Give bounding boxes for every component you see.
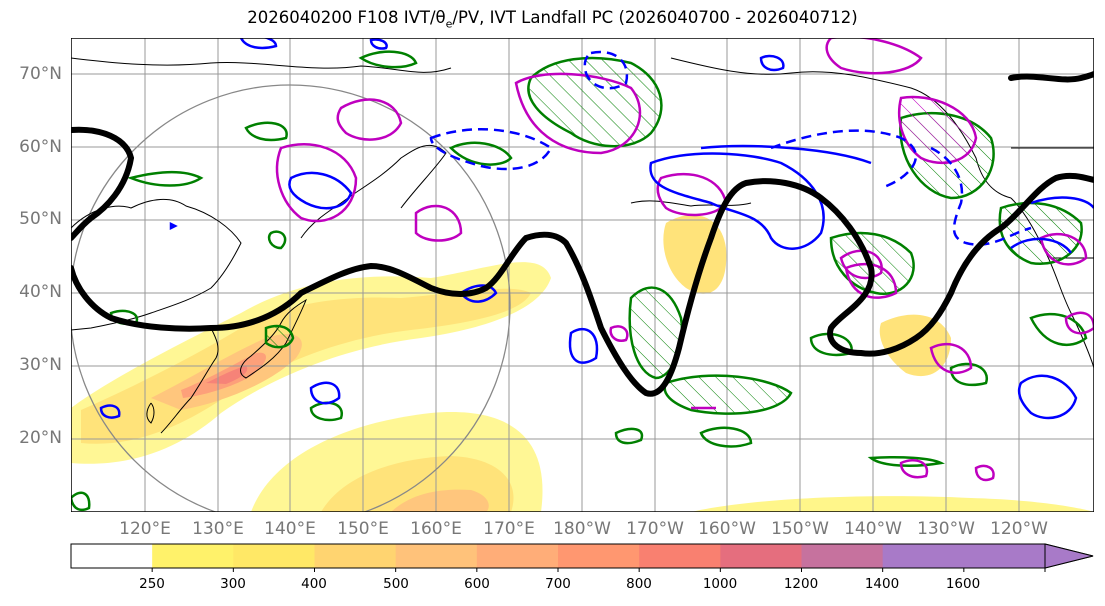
colorbar: [70, 543, 1094, 572]
lon-label-170w: 170°W: [626, 519, 684, 539]
lat-label-70: 70°N: [19, 64, 62, 84]
lon-label-120w: 120°W: [990, 519, 1048, 539]
lat-label-30: 30°N: [19, 355, 62, 375]
graticule: [71, 38, 1094, 512]
lat-label-40: 40°N: [19, 282, 62, 302]
lon-label-160e: 160°E: [410, 519, 462, 539]
map-panel: [71, 38, 1094, 512]
pv-thick-contour: [71, 71, 1094, 397]
colorbar-label-400: 400: [301, 576, 327, 592]
colorbar-cell: [71, 544, 153, 568]
green-hatched-contours: [264, 56, 1083, 415]
colorbar-label-250: 250: [139, 576, 165, 592]
lon-label-170e: 170°E: [483, 519, 535, 539]
colorbar-cell: [801, 544, 884, 568]
colorbar-cell: [882, 544, 965, 568]
colorbar-label-800: 800: [626, 576, 652, 592]
colorbar-label-600: 600: [464, 576, 490, 592]
colorbar-label-1000: 1000: [702, 576, 738, 592]
colorbar-cell: [639, 544, 721, 568]
lon-label-150e: 150°E: [337, 519, 389, 539]
colorbar-label-1600: 1600: [945, 576, 981, 592]
colorbar-label-1200: 1200: [783, 576, 819, 592]
colorbar-cell: [720, 544, 802, 568]
lat-label-60: 60°N: [19, 137, 62, 157]
lon-label-140e: 140°E: [264, 519, 316, 539]
ivt-shading: [71, 215, 1094, 512]
lon-label-140w: 140°W: [844, 519, 902, 539]
colorbar-label-700: 700: [545, 576, 571, 592]
blue-contours: [99, 38, 1094, 420]
green-contours: [71, 50, 1088, 512]
colorbar-cell: [152, 544, 234, 568]
blue-dashed-contours: [429, 50, 1032, 246]
colorbar-label-500: 500: [383, 576, 409, 592]
colorbar-cell: [233, 544, 315, 568]
lon-label-120e: 120°E: [119, 519, 171, 539]
lon-label-150w: 150°W: [771, 519, 829, 539]
lon-label-180w: 180°W: [553, 519, 611, 539]
lat-label-50: 50°N: [19, 209, 62, 229]
colorbar-label-300: 300: [220, 576, 246, 592]
landfall-circle: [71, 84, 511, 512]
map-title: 2026040200 F108 IVT/θe/PV, IVT Landfall …: [247, 8, 858, 31]
lon-label-130e: 130°E: [192, 519, 244, 539]
colorbar-cells: [71, 544, 1046, 572]
colorbar-cell: [476, 544, 559, 568]
colorbar-cell: [314, 544, 397, 568]
colorbar-cell: [395, 544, 478, 568]
colorbar-label-1400: 1400: [864, 576, 900, 592]
lat-label-20: 20°N: [19, 428, 62, 448]
colorbar-cell: [963, 544, 1046, 568]
lon-label-160w: 160°W: [698, 519, 756, 539]
magenta-hatch: [899, 97, 976, 163]
lon-label-130w: 130°W: [917, 519, 975, 539]
colorbar-cell: [558, 544, 640, 568]
